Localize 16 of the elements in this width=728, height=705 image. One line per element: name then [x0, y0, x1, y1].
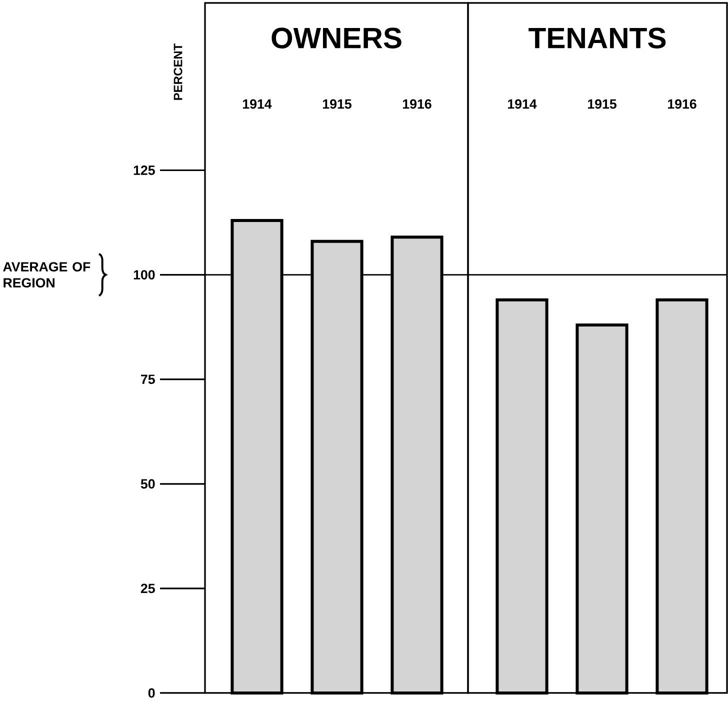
- y-tick-label: 75: [141, 374, 155, 384]
- y-tick-label: 125: [134, 166, 155, 175]
- x-tick-label: 1915: [588, 99, 616, 109]
- y-tick-label: 100: [134, 270, 155, 280]
- x-tick-label: 1914: [243, 99, 272, 109]
- text: TENANTS: [528, 28, 666, 48]
- x-tick-label: 1916: [403, 99, 432, 109]
- ref-line-label: AVERAGE OF REGION: [3, 262, 90, 288]
- x-tick-label: 1916: [668, 99, 696, 109]
- y-tick-label: 50: [140, 479, 155, 489]
- x-tick-label: 1915: [323, 99, 352, 109]
- x-tick-label: 1914: [508, 99, 537, 109]
- y-axis-title: PERCENT: [174, 43, 182, 100]
- y-tick-label: 0: [148, 688, 155, 698]
- y-tick-label: 25: [140, 584, 155, 594]
- text: OWNERS: [272, 28, 402, 48]
